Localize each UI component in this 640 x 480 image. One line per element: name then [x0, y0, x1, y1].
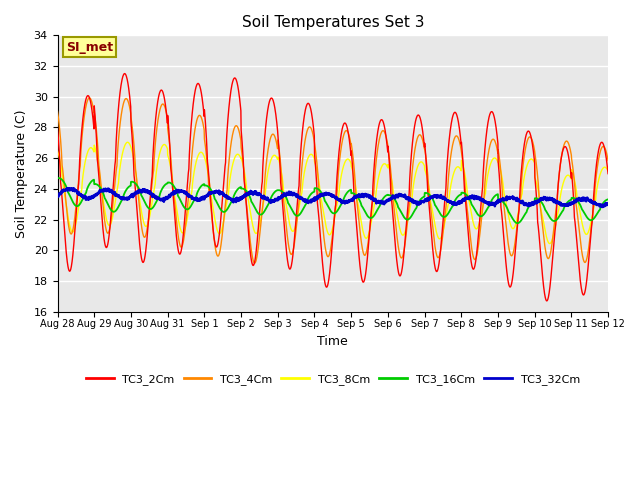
TC3_4Cm — [86, 95, 93, 101]
TC3_8Cm — [54, 148, 61, 154]
TC3_8Cm — [124, 139, 131, 145]
TC3_8Cm — [604, 168, 612, 174]
TC3_2Cm — [349, 168, 356, 174]
TC3_16Cm — [54, 175, 62, 181]
TC3_32Cm — [571, 198, 579, 204]
TC3_32Cm — [349, 198, 356, 204]
TC3_16Cm — [361, 208, 369, 214]
TC3_32Cm — [556, 200, 563, 206]
TC3_16Cm — [514, 220, 522, 226]
TC3_4Cm — [556, 165, 564, 171]
TC3_2Cm — [572, 221, 579, 227]
TC3_2Cm — [121, 71, 129, 76]
TC3_8Cm — [361, 234, 369, 240]
TC3_16Cm — [207, 187, 215, 193]
TC3_2Cm — [207, 205, 215, 211]
TC3_16Cm — [556, 213, 564, 218]
Legend: TC3_2Cm, TC3_4Cm, TC3_8Cm, TC3_16Cm, TC3_32Cm: TC3_2Cm, TC3_4Cm, TC3_8Cm, TC3_16Cm, TC3… — [81, 369, 584, 389]
TC3_32Cm — [599, 204, 607, 210]
Line: TC3_8Cm: TC3_8Cm — [58, 142, 608, 243]
TC3_16Cm — [493, 192, 500, 197]
TC3_4Cm — [251, 260, 259, 266]
TC3_32Cm — [54, 191, 61, 197]
TC3_2Cm — [604, 171, 612, 177]
TC3_32Cm — [207, 190, 215, 196]
Title: Soil Temperatures Set 3: Soil Temperatures Set 3 — [241, 15, 424, 30]
TC3_4Cm — [493, 146, 501, 152]
TC3_4Cm — [604, 157, 612, 163]
TC3_2Cm — [54, 125, 61, 131]
TC3_8Cm — [546, 240, 554, 246]
TC3_2Cm — [543, 298, 550, 304]
TC3_4Cm — [54, 108, 61, 114]
TC3_8Cm — [349, 168, 356, 174]
TC3_2Cm — [556, 165, 564, 171]
TC3_4Cm — [361, 252, 369, 258]
TC3_4Cm — [349, 155, 357, 160]
TC3_4Cm — [572, 188, 579, 194]
TC3_8Cm — [493, 157, 500, 163]
TC3_32Cm — [493, 201, 500, 206]
Line: TC3_32Cm: TC3_32Cm — [58, 188, 608, 207]
X-axis label: Time: Time — [317, 335, 348, 348]
TC3_16Cm — [604, 196, 612, 202]
TC3_16Cm — [572, 196, 579, 202]
TC3_32Cm — [361, 193, 369, 199]
TC3_32Cm — [604, 201, 612, 207]
TC3_32Cm — [63, 185, 71, 191]
TC3_16Cm — [54, 175, 61, 181]
TC3_4Cm — [207, 208, 215, 214]
TC3_16Cm — [349, 191, 356, 196]
Y-axis label: Soil Temperature (C): Soil Temperature (C) — [15, 109, 28, 238]
TC3_8Cm — [556, 196, 564, 202]
TC3_8Cm — [207, 195, 215, 201]
Text: SI_met: SI_met — [66, 40, 113, 54]
TC3_2Cm — [361, 276, 369, 281]
Line: TC3_4Cm: TC3_4Cm — [58, 98, 608, 263]
Line: TC3_2Cm: TC3_2Cm — [58, 73, 608, 301]
TC3_2Cm — [493, 131, 500, 137]
TC3_8Cm — [572, 180, 579, 186]
Line: TC3_16Cm: TC3_16Cm — [58, 178, 608, 223]
